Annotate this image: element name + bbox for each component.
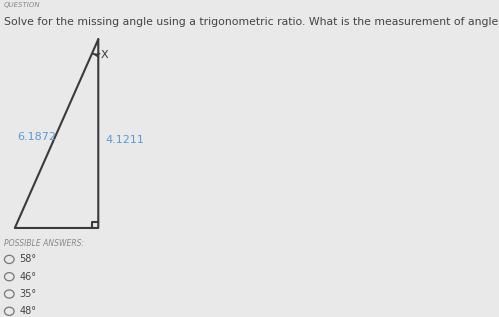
Text: 46°: 46° bbox=[19, 272, 36, 282]
Text: POSSIBLE ANSWERS:: POSSIBLE ANSWERS: bbox=[3, 239, 84, 248]
Text: X: X bbox=[101, 50, 108, 60]
Text: QUESTION: QUESTION bbox=[3, 2, 40, 8]
Text: 48°: 48° bbox=[19, 306, 36, 316]
Text: 6.1872: 6.1872 bbox=[17, 132, 56, 142]
Text: Solve for the missing angle using a trigonometric ratio. What is the measurement: Solve for the missing angle using a trig… bbox=[3, 17, 499, 27]
Text: 4.1211: 4.1211 bbox=[106, 135, 145, 145]
Text: 35°: 35° bbox=[19, 289, 37, 299]
Text: 58°: 58° bbox=[19, 255, 37, 264]
